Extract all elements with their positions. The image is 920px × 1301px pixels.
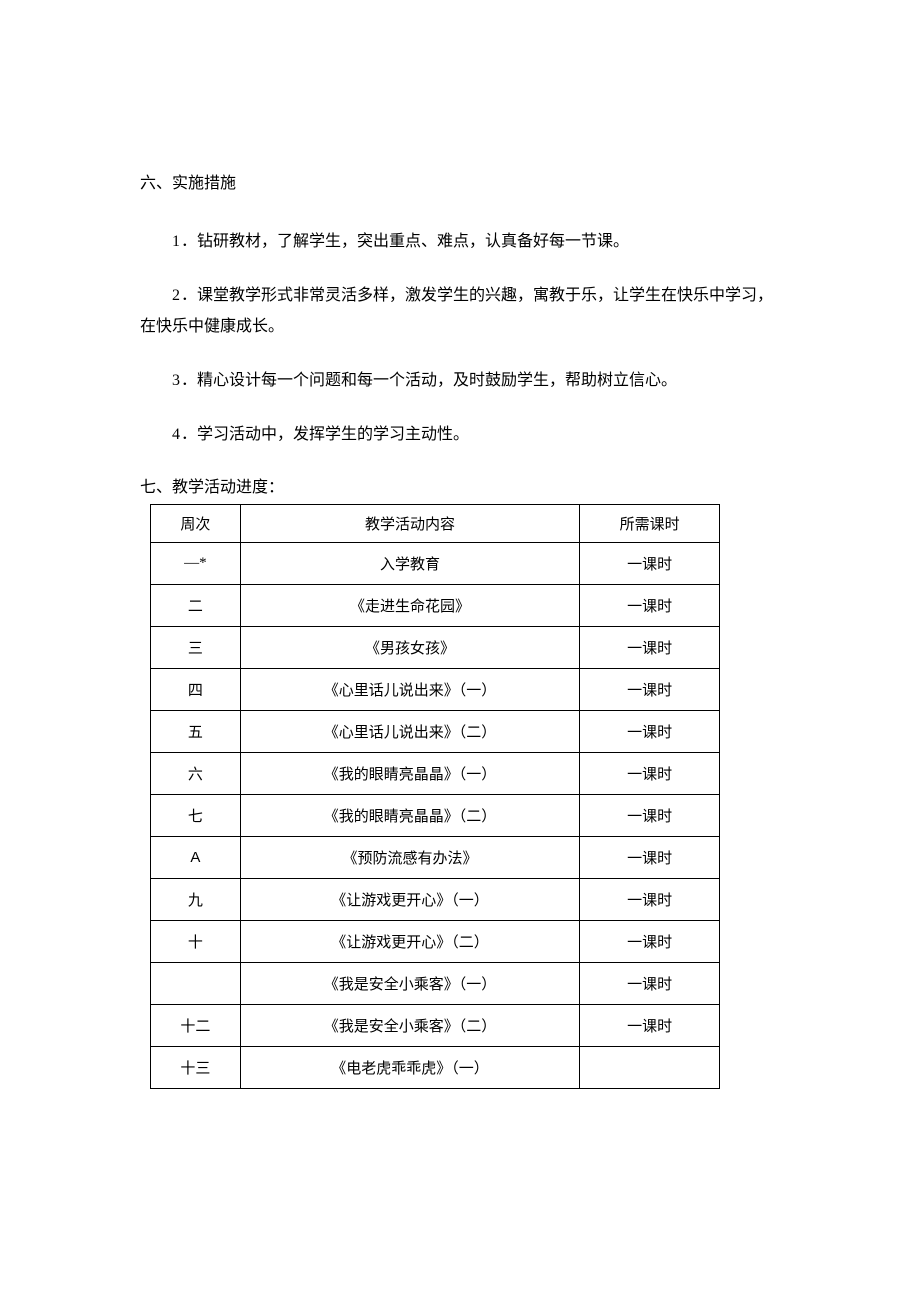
item-text: ．课堂教学形式非常灵活多样，激发学生的兴趣，寓教于乐，让学生在快乐中学习，在快乐… <box>140 287 773 334</box>
cell-content: 《走进生命花园》 <box>240 585 579 627</box>
cell-hours: 一课时 <box>580 543 720 585</box>
cell-hours: 一课时 <box>580 795 720 837</box>
cell-content: 《我是安全小乘客》（二） <box>240 1005 579 1047</box>
section-6: 六、实施措施 1．钻研教材，了解学生，突出重点、难点，认真备好每一节课。 2．课… <box>140 170 780 451</box>
cell-content: 《男孩女孩》 <box>240 627 579 669</box>
table-row: —* 入学教育 一课时 <box>151 543 720 585</box>
cell-content: 《预防流感有办法》 <box>240 837 579 879</box>
item-number: 3 <box>172 372 181 389</box>
table-row: 四 《心里话儿说出来》（一） 一课时 <box>151 669 720 711</box>
cell-content: 《我的眼睛亮晶晶》（二） <box>240 795 579 837</box>
table-row: 三 《男孩女孩》 一课时 <box>151 627 720 669</box>
section-7-heading: 七、教学活动进度： <box>140 475 780 501</box>
table-row: 七 《我的眼睛亮晶晶》（二） 一课时 <box>151 795 720 837</box>
cell-week: 六 <box>151 753 241 795</box>
cell-week: —* <box>151 543 241 585</box>
cell-week: 十 <box>151 921 241 963</box>
cell-content: 《心里话儿说出来》（二） <box>240 711 579 753</box>
table-row: 十二 《我是安全小乘客》（二） 一课时 <box>151 1005 720 1047</box>
item-number: 2 <box>172 287 181 304</box>
cell-week: 九 <box>151 879 241 921</box>
col-header-week: 周次 <box>151 505 241 543</box>
cell-hours: 一课时 <box>580 837 720 879</box>
cell-week: 四 <box>151 669 241 711</box>
cell-hours <box>580 1047 720 1089</box>
item-number: 1 <box>172 233 181 250</box>
section-7: 七、教学活动进度： 周次 教学活动内容 所需课时 —* 入学教育 一课时 二 《… <box>140 475 780 1090</box>
section-6-item-2: 2．课堂教学形式非常灵活多样，激发学生的兴趣，寓教于乐，让学生在快乐中学习，在快… <box>140 281 780 342</box>
section-6-item-3: 3．精心设计每一个问题和每一个活动，及时鼓励学生，帮助树立信心。 <box>140 366 780 396</box>
cell-week: A <box>151 837 241 879</box>
cell-content: 入学教育 <box>240 543 579 585</box>
table-row: A 《预防流感有办法》 一课时 <box>151 837 720 879</box>
table-row: 《我是安全小乘客》（一） 一课时 <box>151 963 720 1005</box>
cell-hours: 一课时 <box>580 1005 720 1047</box>
table-row: 五 《心里话儿说出来》（二） 一课时 <box>151 711 720 753</box>
cell-week: 十二 <box>151 1005 241 1047</box>
cell-hours: 一课时 <box>580 753 720 795</box>
table-row: 二 《走进生命花园》 一课时 <box>151 585 720 627</box>
cell-content: 《我的眼睛亮晶晶》（一） <box>240 753 579 795</box>
cell-hours: 一课时 <box>580 879 720 921</box>
table-body: —* 入学教育 一课时 二 《走进生命花园》 一课时 三 《男孩女孩》 一课时 … <box>151 543 720 1089</box>
cell-hours: 一课时 <box>580 669 720 711</box>
cell-week: 三 <box>151 627 241 669</box>
cell-hours: 一课时 <box>580 711 720 753</box>
cell-hours: 一课时 <box>580 921 720 963</box>
cell-hours: 一课时 <box>580 963 720 1005</box>
cell-week: 二 <box>151 585 241 627</box>
table-row: 六 《我的眼睛亮晶晶》（一） 一课时 <box>151 753 720 795</box>
section-6-item-1: 1．钻研教材，了解学生，突出重点、难点，认真备好每一节课。 <box>140 227 780 257</box>
table-row: 九 《让游戏更开心》（一） 一课时 <box>151 879 720 921</box>
cell-hours: 一课时 <box>580 585 720 627</box>
item-text: ．学习活动中，发挥学生的学习主动性。 <box>181 426 469 443</box>
item-text: ．精心设计每一个问题和每一个活动，及时鼓励学生，帮助树立信心。 <box>181 372 677 389</box>
table-row: 十三 《电老虎乖乖虎》（一） <box>151 1047 720 1089</box>
cell-content: 《让游戏更开心》（一） <box>240 879 579 921</box>
item-text: ．钻研教材，了解学生，突出重点、难点，认真备好每一节课。 <box>181 233 629 250</box>
cell-week <box>151 963 241 1005</box>
cell-hours: 一课时 <box>580 627 720 669</box>
schedule-table: 周次 教学活动内容 所需课时 —* 入学教育 一课时 二 《走进生命花园》 一课… <box>150 504 720 1089</box>
cell-content: 《让游戏更开心》（二） <box>240 921 579 963</box>
col-header-hours: 所需课时 <box>580 505 720 543</box>
cell-content: 《电老虎乖乖虎》（一） <box>240 1047 579 1089</box>
cell-content: 《我是安全小乘客》（一） <box>240 963 579 1005</box>
cell-week: 七 <box>151 795 241 837</box>
cell-week: 五 <box>151 711 241 753</box>
section-6-item-4: 4．学习活动中，发挥学生的学习主动性。 <box>140 420 780 450</box>
item-number: 4 <box>172 426 181 443</box>
cell-week: 十三 <box>151 1047 241 1089</box>
table-header-row: 周次 教学活动内容 所需课时 <box>151 505 720 543</box>
cell-content: 《心里话儿说出来》（一） <box>240 669 579 711</box>
col-header-content: 教学活动内容 <box>240 505 579 543</box>
table-row: 十 《让游戏更开心》（二） 一课时 <box>151 921 720 963</box>
section-6-heading: 六、实施措施 <box>140 170 780 199</box>
